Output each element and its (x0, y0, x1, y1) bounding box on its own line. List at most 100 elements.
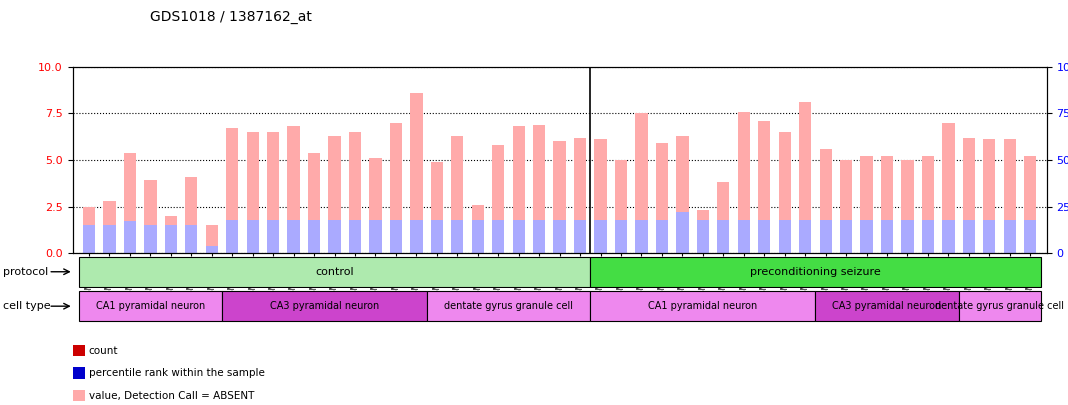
Bar (1024, 220, 1036, 253)
Bar (533, 125, 546, 253)
Bar (390, 220, 402, 253)
Bar (656, 220, 669, 253)
Bar (73, 367, 85, 379)
Bar (595, 220, 607, 253)
Bar (984, 220, 995, 253)
Bar (779, 220, 791, 253)
Bar (881, 220, 893, 253)
Bar (861, 220, 873, 253)
Bar (83, 207, 95, 253)
Text: dentate gyrus granule cell: dentate gyrus granule cell (936, 301, 1064, 311)
Text: control: control (315, 267, 354, 277)
Bar (942, 220, 955, 253)
Bar (185, 177, 198, 253)
Bar (656, 143, 669, 253)
Bar (83, 225, 95, 253)
Bar (574, 220, 586, 253)
Bar (635, 220, 647, 253)
Bar (718, 182, 729, 253)
Bar (144, 181, 157, 253)
Text: CA3 pyramidal neuron: CA3 pyramidal neuron (270, 301, 379, 311)
FancyBboxPatch shape (959, 291, 1040, 321)
Bar (349, 220, 361, 253)
Text: value, Detection Call = ABSENT: value, Detection Call = ABSENT (89, 391, 254, 401)
Bar (124, 222, 136, 253)
Bar (328, 136, 341, 253)
Bar (164, 225, 177, 253)
Bar (839, 220, 852, 253)
Bar (901, 220, 913, 253)
Bar (104, 225, 115, 253)
Bar (901, 160, 913, 253)
Bar (533, 220, 546, 253)
Bar (922, 156, 934, 253)
Bar (206, 225, 218, 253)
Bar (226, 220, 238, 253)
Bar (962, 138, 975, 253)
Bar (451, 136, 464, 253)
FancyBboxPatch shape (79, 291, 222, 321)
Bar (370, 220, 381, 253)
Bar (267, 132, 280, 253)
Text: count: count (89, 346, 119, 356)
Bar (390, 123, 402, 253)
Bar (410, 220, 423, 253)
Bar (492, 220, 504, 253)
Bar (144, 225, 157, 253)
Bar (881, 156, 893, 253)
Bar (738, 220, 750, 253)
Bar (492, 145, 504, 253)
Bar (553, 141, 566, 253)
Bar (922, 220, 934, 253)
Text: GDS1018 / 1387162_at: GDS1018 / 1387162_at (150, 10, 312, 24)
Bar (553, 220, 566, 253)
Bar (595, 139, 607, 253)
Bar (861, 156, 873, 253)
FancyBboxPatch shape (79, 257, 591, 287)
Bar (942, 123, 955, 253)
Text: dentate gyrus granule cell: dentate gyrus granule cell (444, 301, 572, 311)
Bar (676, 212, 689, 253)
Bar (819, 220, 832, 253)
FancyBboxPatch shape (591, 257, 1040, 287)
Bar (226, 128, 238, 253)
Bar (430, 220, 443, 253)
Text: preconditioning seizure: preconditioning seizure (750, 267, 881, 277)
Bar (73, 345, 85, 356)
Bar (185, 225, 198, 253)
Bar (696, 210, 709, 253)
Bar (799, 102, 812, 253)
Bar (308, 153, 320, 253)
FancyBboxPatch shape (815, 291, 959, 321)
Bar (799, 220, 812, 253)
Bar (962, 220, 975, 253)
Bar (984, 139, 995, 253)
Bar (430, 162, 443, 253)
Text: CA1 pyramidal neuron: CA1 pyramidal neuron (96, 301, 205, 311)
Bar (472, 220, 484, 253)
FancyBboxPatch shape (591, 291, 815, 321)
Bar (696, 220, 709, 253)
Bar (1004, 220, 1016, 253)
Bar (738, 111, 750, 253)
Text: CA1 pyramidal neuron: CA1 pyramidal neuron (648, 301, 757, 311)
Bar (615, 160, 627, 253)
Bar (287, 220, 300, 253)
Bar (758, 220, 770, 253)
Bar (370, 158, 381, 253)
Bar (349, 132, 361, 253)
Bar (164, 216, 177, 253)
Bar (839, 160, 852, 253)
Bar (73, 390, 85, 401)
FancyBboxPatch shape (222, 291, 426, 321)
Bar (676, 136, 689, 253)
Bar (328, 220, 341, 253)
Bar (308, 220, 320, 253)
Bar (1004, 139, 1016, 253)
Text: cell type: cell type (3, 301, 51, 311)
Bar (513, 220, 524, 253)
Bar (267, 220, 280, 253)
Bar (615, 220, 627, 253)
Bar (124, 153, 136, 253)
Text: protocol: protocol (3, 267, 48, 277)
